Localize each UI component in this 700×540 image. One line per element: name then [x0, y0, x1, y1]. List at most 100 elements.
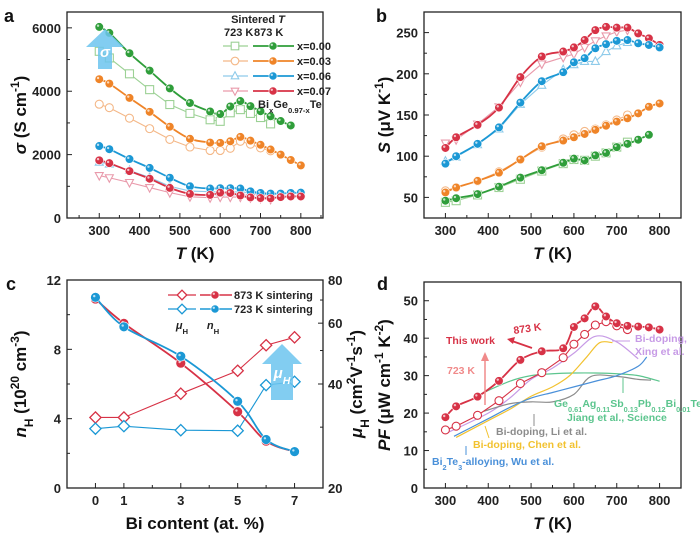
data-point-open-diamond: [176, 289, 188, 301]
data-point-filled: [569, 57, 579, 67]
data-point-filled: [601, 39, 611, 49]
data-point-filled: [165, 122, 175, 132]
data-point-filled: [165, 173, 175, 183]
data-point-filled: [296, 160, 306, 170]
y-tick-label: 150: [396, 108, 418, 123]
point-highlight: [571, 156, 574, 159]
x-tick-label: 500: [520, 223, 542, 238]
data-point-filled: [558, 158, 568, 168]
point-highlight: [560, 160, 564, 163]
point-highlight: [603, 314, 607, 317]
data-point-filled: [268, 86, 278, 96]
point-highlight: [258, 108, 261, 112]
data-point-filled: [622, 139, 633, 149]
point-highlight: [443, 198, 446, 201]
data-point-filled: [590, 125, 600, 135]
point-highlight: [475, 178, 478, 181]
data-point-filled: [205, 137, 215, 148]
legend-label: x=0.07: [297, 86, 331, 98]
data-point-filled: [622, 35, 633, 45]
y-axis-label: PF (μW cm-1 K-2): [372, 319, 394, 451]
data-point-open-circle: [569, 339, 579, 349]
point-highlight: [635, 324, 639, 327]
arrowhead-icon: [481, 352, 489, 361]
data-point-filled: [644, 322, 654, 332]
annotation-xing-2: Xing et al.: [635, 346, 685, 358]
point-highlight: [187, 191, 190, 194]
point-highlight: [207, 192, 211, 195]
point-highlight: [603, 41, 607, 45]
data-point-open-triangle: [230, 70, 240, 80]
point-highlight: [212, 292, 215, 295]
point-highlight: [207, 140, 211, 143]
point-highlight: [646, 35, 649, 39]
point-highlight: [453, 195, 457, 199]
data-point-filled: [268, 41, 278, 51]
legend-sublabel-mu: μH: [175, 320, 189, 336]
point-highlight: [646, 132, 649, 135]
point-highlight: [517, 357, 521, 360]
point-highlight: [625, 115, 628, 119]
point-highlight: [539, 348, 542, 352]
point-highlight: [288, 123, 291, 126]
point-highlight: [625, 141, 628, 144]
data-point-filled: [451, 401, 461, 411]
point-highlight: [187, 183, 190, 187]
data-point-filled: [494, 168, 504, 178]
y-tick-label: 250: [396, 26, 418, 41]
data-point-filled: [644, 130, 654, 140]
point-highlight: [268, 195, 271, 199]
data-point-filled: [633, 38, 643, 48]
series-2: [90, 293, 300, 457]
point-highlight: [147, 109, 150, 112]
data-point-filled: [494, 102, 504, 113]
annotation-jiang-ref: Jiang et al., Science: [567, 412, 667, 424]
data-point-filled: [494, 376, 504, 386]
point-highlight: [571, 134, 574, 138]
point-highlight: [106, 146, 110, 150]
point-highlight: [217, 190, 221, 193]
data-point-filled: [215, 138, 225, 148]
data-point-filled: [622, 23, 633, 33]
y-right-tick-label: 40: [328, 377, 342, 392]
data-point-filled: [537, 141, 547, 151]
data-point-filled: [451, 132, 461, 142]
point-highlight: [475, 141, 478, 144]
y-tick-label: 8: [54, 342, 61, 357]
series-line: [98, 78, 302, 167]
data-point-filled: [644, 40, 654, 50]
series-line: [99, 159, 301, 200]
data-point-filled: [580, 129, 590, 139]
data-point-filled: [537, 165, 547, 175]
point-highlight: [517, 100, 521, 103]
data-point-open-inverted-triangle: [104, 174, 115, 184]
data-point-filled: [472, 139, 483, 149]
data-point-open-square: [124, 69, 135, 79]
point-highlight: [258, 142, 261, 145]
data-point-filled: [255, 106, 266, 116]
legend-label: x=0.06: [297, 71, 331, 83]
data-point-open-circle: [145, 124, 155, 134]
data-point-filled: [569, 322, 579, 332]
data-point-filled: [580, 313, 590, 323]
y-tick-label: 10: [404, 444, 418, 459]
data-point-filled: [601, 148, 611, 158]
data-point-filled: [601, 22, 611, 32]
legend-sublabel-n: nH: [207, 320, 220, 336]
point-highlight: [96, 76, 100, 80]
data-point-open-triangle: [601, 45, 611, 56]
data-point-filled: [451, 151, 461, 161]
point-highlight: [475, 122, 478, 125]
data-point-filled: [235, 190, 245, 201]
data-point-filled: [94, 141, 104, 151]
x-tick-label: 400: [129, 223, 151, 238]
point-highlight: [443, 414, 446, 418]
series-2: [440, 36, 633, 165]
data-point-filled: [654, 42, 665, 53]
data-point-open-circle: [205, 145, 215, 156]
point-highlight: [453, 134, 457, 138]
data-point-filled: [185, 134, 195, 144]
data-point-filled: [590, 43, 600, 53]
x-axis-label: T (K): [176, 244, 215, 263]
series-4: [453, 356, 648, 437]
